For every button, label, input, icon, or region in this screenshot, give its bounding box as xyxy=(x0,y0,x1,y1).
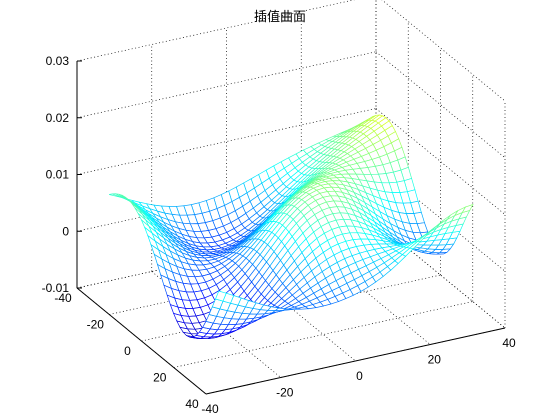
x-tick-label: -20 xyxy=(87,318,105,332)
z-tick-label: 0.02 xyxy=(46,111,70,125)
z-tick-label: 0.01 xyxy=(46,168,70,182)
x-tick-label: 40 xyxy=(185,397,199,411)
y-tick-label: -40 xyxy=(201,402,219,416)
x-tick-label: 0 xyxy=(124,344,131,358)
chart-title: 插值曲面 xyxy=(253,10,306,25)
mesh-cell xyxy=(215,290,227,302)
y-axis-line xyxy=(205,327,506,395)
y-tick-label: -20 xyxy=(276,386,294,400)
z-tick-label: 0.03 xyxy=(46,54,70,68)
z-tick-label: -0.01 xyxy=(42,281,70,295)
y-tick-label: 0 xyxy=(356,369,363,383)
y-tick-label: 40 xyxy=(502,336,516,350)
y-tick-label: 20 xyxy=(428,353,442,367)
surface-mesh xyxy=(109,114,474,339)
x-axis-line xyxy=(76,287,207,395)
x-tick-label: -40 xyxy=(54,291,72,305)
x-tick-label: 20 xyxy=(153,371,167,385)
z-tick-label: 0 xyxy=(62,224,69,238)
